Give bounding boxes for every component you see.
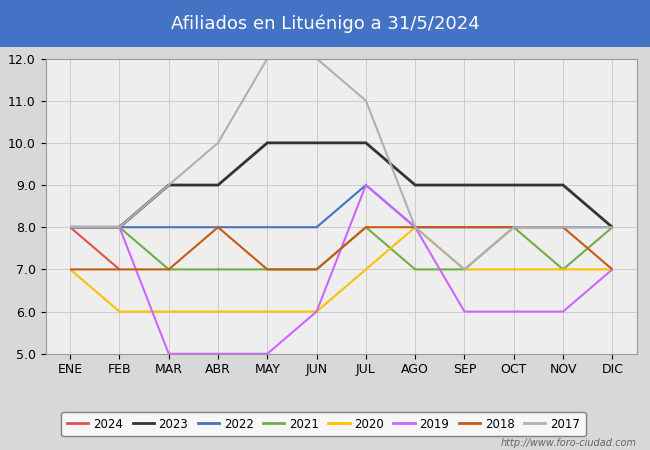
2020 bbox=[214, 309, 222, 314]
2024 bbox=[66, 225, 74, 230]
2020 bbox=[411, 225, 419, 230]
2017 bbox=[165, 182, 173, 188]
2023 bbox=[510, 182, 517, 188]
2017 bbox=[608, 225, 616, 230]
2019 bbox=[214, 351, 222, 356]
2022 bbox=[116, 225, 124, 230]
2021 bbox=[66, 225, 74, 230]
Line: 2018: 2018 bbox=[70, 227, 612, 270]
2023 bbox=[165, 182, 173, 188]
2019 bbox=[362, 182, 370, 188]
2022 bbox=[165, 225, 173, 230]
2019 bbox=[66, 225, 74, 230]
2020 bbox=[608, 267, 616, 272]
Line: 2022: 2022 bbox=[70, 185, 612, 227]
2017 bbox=[411, 225, 419, 230]
2022 bbox=[510, 225, 517, 230]
2021 bbox=[313, 267, 320, 272]
2020 bbox=[165, 309, 173, 314]
2019 bbox=[116, 225, 124, 230]
2018 bbox=[165, 267, 173, 272]
2020 bbox=[66, 267, 74, 272]
2023 bbox=[362, 140, 370, 145]
2021 bbox=[461, 267, 469, 272]
2020 bbox=[263, 309, 271, 314]
2018 bbox=[411, 225, 419, 230]
2019 bbox=[165, 351, 173, 356]
2017 bbox=[510, 225, 517, 230]
2018 bbox=[461, 225, 469, 230]
2023 bbox=[559, 182, 567, 188]
Text: http://www.foro-ciudad.com: http://www.foro-ciudad.com bbox=[501, 438, 637, 448]
2018 bbox=[608, 267, 616, 272]
2023 bbox=[116, 225, 124, 230]
2018 bbox=[263, 267, 271, 272]
2019 bbox=[263, 351, 271, 356]
2023 bbox=[461, 182, 469, 188]
2022 bbox=[362, 182, 370, 188]
2018 bbox=[510, 225, 517, 230]
2019 bbox=[608, 267, 616, 272]
2020 bbox=[510, 267, 517, 272]
2023 bbox=[263, 140, 271, 145]
2017 bbox=[263, 56, 271, 61]
2018 bbox=[66, 267, 74, 272]
2021 bbox=[263, 267, 271, 272]
Legend: 2024, 2023, 2022, 2021, 2020, 2019, 2018, 2017: 2024, 2023, 2022, 2021, 2020, 2019, 2018… bbox=[61, 412, 586, 436]
Line: 2017: 2017 bbox=[70, 58, 612, 270]
2020 bbox=[461, 267, 469, 272]
2021 bbox=[559, 267, 567, 272]
Text: Afiliados en Lituénigo a 31/5/2024: Afiliados en Lituénigo a 31/5/2024 bbox=[170, 14, 480, 33]
2022 bbox=[214, 225, 222, 230]
2021 bbox=[510, 225, 517, 230]
2022 bbox=[313, 225, 320, 230]
2023 bbox=[313, 140, 320, 145]
Line: 2020: 2020 bbox=[70, 227, 612, 311]
2022 bbox=[559, 225, 567, 230]
2024 bbox=[116, 267, 124, 272]
2019 bbox=[313, 309, 320, 314]
2019 bbox=[461, 309, 469, 314]
2022 bbox=[66, 225, 74, 230]
2018 bbox=[559, 225, 567, 230]
2017 bbox=[461, 267, 469, 272]
2023 bbox=[214, 182, 222, 188]
2019 bbox=[559, 309, 567, 314]
2020 bbox=[559, 267, 567, 272]
2021 bbox=[165, 267, 173, 272]
2021 bbox=[214, 267, 222, 272]
Line: 2019: 2019 bbox=[70, 185, 612, 354]
2018 bbox=[214, 225, 222, 230]
2018 bbox=[313, 267, 320, 272]
2023 bbox=[66, 225, 74, 230]
2021 bbox=[362, 225, 370, 230]
2023 bbox=[411, 182, 419, 188]
2021 bbox=[116, 225, 124, 230]
Line: 2023: 2023 bbox=[70, 143, 612, 227]
2017 bbox=[214, 140, 222, 145]
2017 bbox=[116, 225, 124, 230]
2018 bbox=[362, 225, 370, 230]
2023 bbox=[608, 225, 616, 230]
2017 bbox=[66, 225, 74, 230]
2019 bbox=[411, 225, 419, 230]
2022 bbox=[608, 225, 616, 230]
2020 bbox=[116, 309, 124, 314]
2018 bbox=[116, 267, 124, 272]
2017 bbox=[313, 56, 320, 61]
2020 bbox=[313, 309, 320, 314]
2019 bbox=[510, 309, 517, 314]
Line: 2024: 2024 bbox=[70, 227, 120, 270]
2022 bbox=[263, 225, 271, 230]
Line: 2021: 2021 bbox=[70, 227, 612, 270]
2022 bbox=[461, 225, 469, 230]
2017 bbox=[559, 225, 567, 230]
2017 bbox=[362, 98, 370, 104]
2021 bbox=[608, 225, 616, 230]
2021 bbox=[411, 267, 419, 272]
2022 bbox=[411, 225, 419, 230]
2020 bbox=[362, 267, 370, 272]
